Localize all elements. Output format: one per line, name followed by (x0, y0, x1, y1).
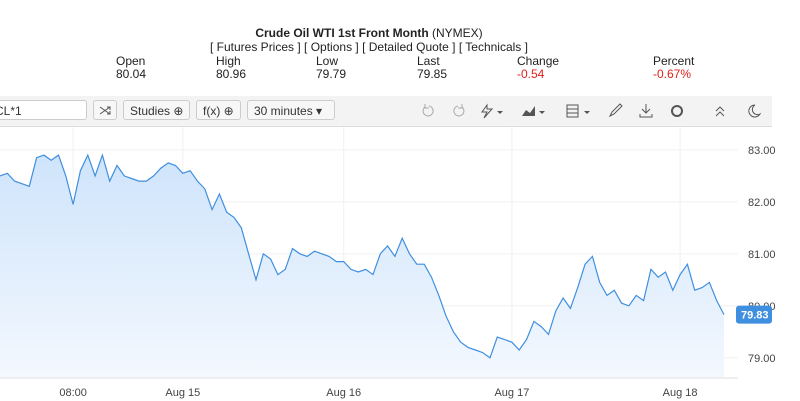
caret (584, 111, 590, 114)
quote-value: 80.04 (116, 67, 147, 81)
x-tick-label: Aug 17 (494, 387, 529, 399)
quote-title: Crude Oil WTI 1st Front Month (NYMEX) (0, 26, 738, 40)
link[interactable]: [ Detailed Quote ] (362, 40, 456, 54)
interval-label: 30 minutes (254, 104, 313, 118)
link[interactable]: [ Options ] (304, 40, 359, 54)
quote-value: 80.96 (216, 67, 247, 81)
price-line (0, 153, 725, 359)
quote-label: Last (417, 54, 440, 68)
interval-select[interactable]: 30 minutes ▾ (247, 100, 335, 120)
draw-icon[interactable] (481, 103, 494, 119)
x-tick-label: Aug 16 (326, 387, 361, 399)
y-tick-label: 81.00 (748, 249, 776, 261)
quote-label: Change (517, 54, 560, 68)
fx-button[interactable]: f(x) ⊕ (196, 100, 241, 120)
y-tick-label: 83.00 (748, 145, 776, 157)
quote-links: [ Futures Prices ] [ Options ] [ Detaile… (0, 40, 738, 54)
studies-button[interactable]: Studies ⊕ (123, 100, 191, 120)
icon (99, 106, 111, 115)
collapse-icon[interactable] (715, 106, 725, 117)
theme-icon[interactable] (748, 104, 762, 118)
caret (539, 111, 545, 114)
exchange: (NYMEX) (432, 26, 483, 40)
link[interactable]: [ Technicals ] (458, 40, 528, 54)
quote-label: Low (316, 54, 339, 68)
toolbar: CL*1 Studies ⊕ f(x) ⊕ 30 minutes ▾ (0, 96, 772, 127)
x-tick-label: Aug 15 (165, 387, 200, 399)
studies-label: Studies (130, 104, 171, 118)
toolbar-icons (422, 103, 762, 119)
redo-icon[interactable] (453, 104, 465, 117)
layout-icon[interactable] (566, 104, 579, 118)
link[interactable]: [ Futures Prices ] (210, 40, 301, 54)
quote-label: Percent (653, 54, 695, 68)
y-tick-label: 82.00 (748, 197, 776, 209)
y-tick-label: 79.00 (748, 353, 776, 365)
compare-button[interactable] (93, 100, 117, 120)
settings-icon[interactable] (671, 105, 683, 117)
pencil-icon[interactable] (608, 103, 623, 118)
title: Crude Oil WTI 1st Front Month (255, 26, 429, 40)
area (0, 155, 724, 377)
chart-type-icon[interactable] (522, 106, 535, 116)
quote-label: Open (116, 54, 146, 68)
quote-label: High (216, 54, 241, 68)
quote-value: -0.67% (653, 67, 692, 81)
symbol-input[interactable]: CL*1 (0, 100, 87, 120)
x-tick-label: Aug 18 (663, 387, 698, 399)
last-price-label: 79.83 (741, 310, 769, 322)
caret (497, 111, 503, 114)
fx-label: f(x) (203, 104, 221, 118)
last-price-badge (736, 305, 772, 324)
quote-value: 79.79 (316, 67, 347, 81)
undo-icon[interactable] (422, 104, 434, 117)
quote-value: 79.85 (417, 67, 448, 81)
layout-lines (567, 108, 578, 114)
x-tick-label: 08:00 (59, 387, 87, 399)
download-icon[interactable] (639, 104, 653, 118)
quote-value: -0.54 (517, 67, 545, 81)
